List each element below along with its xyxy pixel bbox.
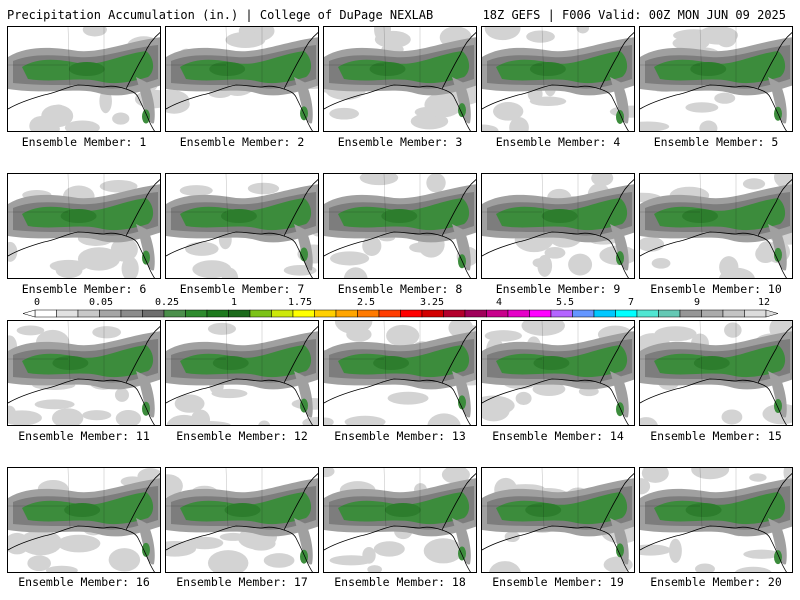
color-scale-tick-label: 1.75 — [287, 297, 313, 308]
ensemble-member-map — [323, 26, 477, 132]
color-scale-swatch — [142, 309, 165, 318]
ensemble-member-map — [323, 320, 477, 426]
color-scale-swatch — [421, 309, 444, 318]
color-scale-swatch — [744, 309, 767, 318]
color-scale-tick-label: 4 — [495, 297, 503, 308]
color-scale-tick-label: 5.5 — [555, 297, 575, 308]
ensemble-member-map — [481, 320, 635, 426]
ensemble-member-label: Ensemble Member: 8 — [337, 282, 463, 296]
color-scale-swatch — [314, 309, 337, 318]
ensemble-member-label: Ensemble Member: 13 — [334, 429, 466, 443]
ensemble-member-label: Ensemble Member: 17 — [176, 575, 308, 589]
ensemble-member-label: Ensemble Member: 12 — [176, 429, 308, 443]
ensemble-member-map — [639, 320, 793, 426]
color-scale-bar — [22, 309, 779, 318]
color-scale-swatch — [34, 309, 57, 318]
color-scale-swatch — [464, 309, 487, 318]
color-scale-swatch — [507, 309, 530, 318]
color-scale-swatch — [249, 309, 272, 318]
ensemble-member-label: Ensemble Member: 16 — [18, 575, 150, 589]
ensemble-member-map — [7, 320, 161, 426]
color-scale-max-arrow — [765, 309, 779, 318]
ensemble-member-label: Ensemble Member: 4 — [495, 135, 621, 149]
color-scale-swatch — [378, 309, 401, 318]
color-scale-swatch — [271, 309, 294, 318]
ensemble-member-map — [165, 320, 319, 426]
color-scale-tick-label: 0.25 — [154, 297, 180, 308]
color-scale-swatch — [77, 309, 100, 318]
color-scale-tick-label: 7 — [627, 297, 635, 308]
color-scale-swatch — [99, 309, 122, 318]
color-scale-swatch — [206, 309, 229, 318]
ensemble-member-map — [481, 173, 635, 279]
ensemble-member-label: Ensemble Member: 9 — [495, 282, 621, 296]
color-scale-swatch — [550, 309, 573, 318]
color-scale-tick-label: 1 — [230, 297, 238, 308]
ensemble-member-label: Ensemble Member: 14 — [492, 429, 624, 443]
color-scale-swatch — [615, 309, 638, 318]
color-scale-tick-label: 3.25 — [419, 297, 445, 308]
color-scale-tick-label: 12 — [757, 297, 771, 308]
ensemble-member-label: Ensemble Member: 15 — [650, 429, 782, 443]
color-scale-swatch — [529, 309, 552, 318]
ensemble-member-label: Ensemble Member: 5 — [653, 135, 779, 149]
ensemble-member-label: Ensemble Member: 3 — [337, 135, 463, 149]
ensemble-member-label: Ensemble Member: 11 — [18, 429, 150, 443]
ensemble-member-map — [639, 26, 793, 132]
color-scale-swatch — [593, 309, 616, 318]
color-scale-min-arrow — [22, 309, 36, 318]
color-scale-tick-label: 2.5 — [356, 297, 376, 308]
color-scale-swatch — [572, 309, 595, 318]
color-scale-swatch — [185, 309, 208, 318]
color-scale-swatch — [292, 309, 315, 318]
ensemble-member-map — [323, 173, 477, 279]
ensemble-member-map — [7, 26, 161, 132]
color-scale-swatch — [400, 309, 423, 318]
color-scale-swatch — [357, 309, 380, 318]
color-scale-swatch — [443, 309, 466, 318]
color-scale-tick-label: 0.05 — [88, 297, 114, 308]
color-scale-swatch — [722, 309, 745, 318]
map-title: Precipitation Accumulation (in.) | Colle… — [7, 8, 434, 22]
color-scale-tick-label: 0 — [33, 297, 41, 308]
ensemble-member-map — [323, 467, 477, 573]
ensemble-member-map — [481, 26, 635, 132]
color-scale-swatch — [679, 309, 702, 318]
ensemble-member-label: Ensemble Member: 7 — [179, 282, 305, 296]
color-scale-swatch — [56, 309, 79, 318]
color-scale-swatch — [486, 309, 509, 318]
color-scale-swatch — [335, 309, 358, 318]
color-scale-swatch — [163, 309, 186, 318]
ensemble-member-map — [481, 467, 635, 573]
color-scale-swatch — [658, 309, 681, 318]
ensemble-member-map — [639, 173, 793, 279]
ensemble-member-label: Ensemble Member: 19 — [492, 575, 624, 589]
ensemble-member-label: Ensemble Member: 1 — [21, 135, 147, 149]
ensemble-member-map — [7, 173, 161, 279]
ensemble-member-label: Ensemble Member: 6 — [21, 282, 147, 296]
ensemble-member-label: Ensemble Member: 20 — [650, 575, 782, 589]
ensemble-member-map — [7, 467, 161, 573]
color-scale-swatch — [636, 309, 659, 318]
ensemble-member-map — [639, 467, 793, 573]
ensemble-member-map — [165, 26, 319, 132]
color-scale-tick-label: 9 — [693, 297, 701, 308]
color-scale-swatch — [120, 309, 143, 318]
ensemble-member-label: Ensemble Member: 10 — [650, 282, 782, 296]
color-scale-swatch — [228, 309, 251, 318]
ensemble-member-map — [165, 467, 319, 573]
color-scale-swatch — [701, 309, 724, 318]
ensemble-member-label: Ensemble Member: 18 — [334, 575, 466, 589]
model-run-info: 18Z GEFS | F006 Valid: 00Z MON JUN 09 20… — [482, 8, 786, 22]
ensemble-member-label: Ensemble Member: 2 — [179, 135, 305, 149]
ensemble-member-map — [165, 173, 319, 279]
